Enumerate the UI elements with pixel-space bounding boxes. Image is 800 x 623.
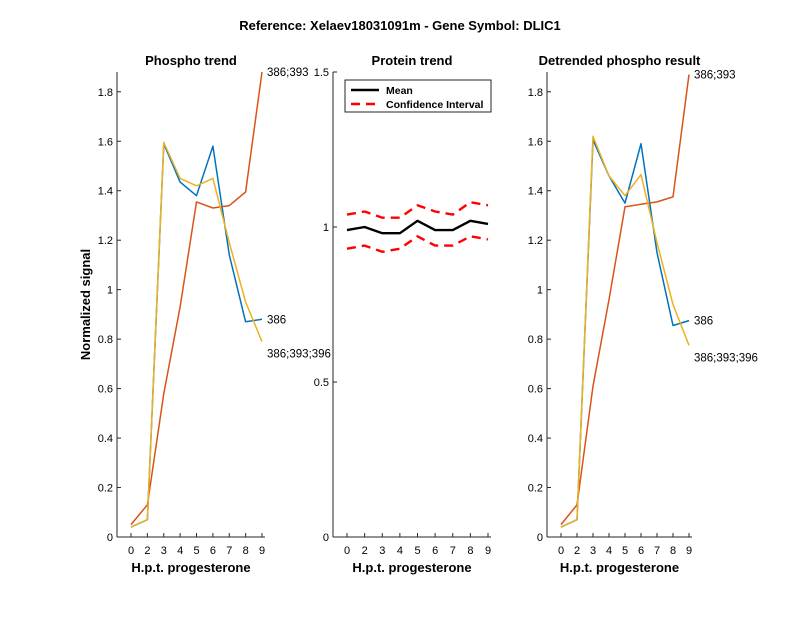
protein-x-tick-label: 0 [344, 545, 350, 557]
legend-box [344, 79, 492, 113]
protein-x-label: H.p.t. progesterone [352, 560, 471, 575]
phospho-x-label: H.p.t. progesterone [131, 560, 250, 575]
detrended-x-label: H.p.t. progesterone [560, 560, 679, 575]
protein-y-tick-label: 0.5 [314, 377, 329, 389]
protein-x-tick-label: 6 [432, 545, 438, 557]
protein-series-mean [346, 219, 489, 235]
protein-y-tick-label: 1.5 [314, 67, 329, 79]
protein-x-tick-label: 8 [467, 545, 473, 557]
protein-x-tick-label: 9 [485, 545, 491, 557]
legend-label: Mean [386, 85, 413, 97]
protein-x-tick-label: 4 [397, 545, 403, 557]
protein-x-tick-label: 2 [362, 545, 368, 557]
detrended-y-tick-label: 1.2 [528, 235, 543, 247]
phospho-x-tick-label: 7 [226, 545, 232, 557]
detrended-y-tick-label: 1.4 [528, 186, 543, 198]
detrended-y-tick-label: 0.6 [528, 384, 543, 396]
detrended-x-tick-label: 9 [686, 545, 692, 557]
protein-series-confidence-interval-lower [346, 235, 489, 254]
figure-title: Reference: Xelaev18031091m - Gene Symbol… [239, 18, 561, 33]
phospho-y-tick-label: 0.8 [98, 334, 113, 346]
phospho-x-tick-label: 4 [177, 545, 183, 557]
phospho-y-tick-label: 1 [107, 285, 113, 297]
detrended-y-tick-label: 0.2 [528, 483, 543, 495]
phospho-chart: Phospho trend 0 0.2 0.4 0.6 0.8 1 1.2 1.4 1.6 1.8 0… [78, 53, 331, 575]
phospho-x-tick-label: 6 [210, 545, 216, 557]
detrended-series-end-label: 386;393 [694, 69, 736, 81]
protein-title: Protein trend [372, 53, 453, 68]
phospho-x-tick-label: 0 [128, 545, 134, 557]
protein-y-tick-label: 1 [323, 222, 329, 234]
phospho-y-tick-label: 1.4 [98, 186, 113, 198]
detrended-series-end-label: 386;393;396 [694, 352, 758, 364]
protein-x-tick-label: 5 [414, 545, 420, 557]
phospho-y-tick-label: 1.6 [98, 136, 113, 148]
protein-legend: Mean Confidence Interval [344, 79, 492, 113]
detrended-x-tick-label: 6 [638, 545, 644, 557]
detrended-x-tick-label: 8 [670, 545, 676, 557]
detrended-series-386-393-396 [560, 135, 690, 528]
detrended-chart: Detrended phospho result 0 0.2 0.4 0.6 0.8 1 1.… [528, 53, 758, 575]
protein-x-tick-label: 3 [379, 545, 385, 557]
phospho-series-386-393 [130, 71, 263, 526]
phospho-series-end-label: 386;393;396 [267, 349, 331, 361]
detrended-y-tick-label: 1 [537, 285, 543, 297]
detrended-y-tick-label: 0.8 [528, 334, 543, 346]
detrended-title: Detrended phospho result [539, 53, 701, 68]
phospho-x-tick-label: 9 [259, 545, 265, 557]
phospho-y-tick-label: 1.8 [98, 87, 113, 99]
phospho-x-tick-label: 5 [193, 545, 199, 557]
protein-y-tick-label: 0 [323, 532, 329, 544]
detrended-x-tick-label: 5 [622, 545, 628, 557]
detrended-x-tick-label: 4 [606, 545, 612, 557]
detrended-series-end-label: 386 [694, 316, 713, 328]
detrended-y-tick-label: 0.4 [528, 433, 543, 445]
phospho-y-tick-label: 1.2 [98, 235, 113, 247]
detrended-y-tick-label: 1.8 [528, 87, 543, 99]
detrended-x-tick-label: 7 [654, 545, 660, 557]
phospho-y-tick-label: 0.2 [98, 483, 113, 495]
phospho-x-tick-label: 8 [243, 545, 249, 557]
phospho-y-label: Normalized signal [78, 249, 93, 360]
phospho-y-tick-label: 0.4 [98, 433, 113, 445]
protein-series-confidence-interval-upper [346, 200, 489, 219]
phospho-y-tick-label: 0.6 [98, 384, 113, 396]
detrended-series-386-393 [560, 74, 690, 526]
phospho-title: Phospho trend [145, 53, 237, 68]
detrended-y-tick-label: 0 [537, 532, 543, 544]
phospho-series-end-label: 386;393 [267, 67, 309, 79]
phospho-y-tick-label: 0 [107, 532, 113, 544]
detrended-x-tick-label: 2 [574, 545, 580, 557]
protein-x-tick-label: 7 [450, 545, 456, 557]
phospho-x-tick-label: 2 [144, 545, 150, 557]
detrended-y-tick-label: 1.6 [528, 136, 543, 148]
detrended-x-tick-label: 0 [558, 545, 564, 557]
phospho-x-tick-label: 3 [161, 545, 167, 557]
phospho-series-end-label: 386 [267, 314, 286, 326]
phospho-series-386-393-396 [130, 141, 263, 528]
detrended-x-tick-label: 3 [590, 545, 596, 557]
legend-label: Confidence Interval [386, 99, 484, 111]
